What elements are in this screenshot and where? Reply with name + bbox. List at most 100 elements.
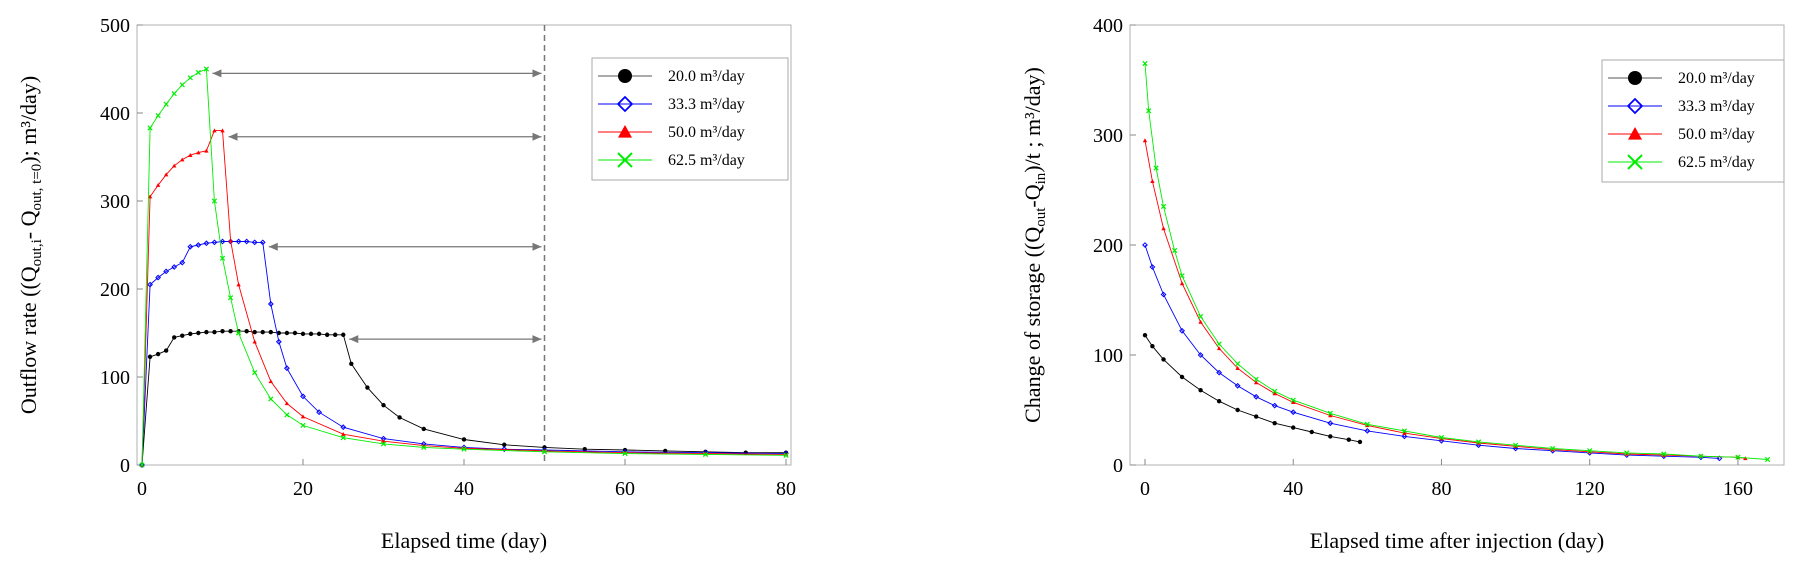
data-point [147, 281, 153, 288]
data-point [1328, 413, 1333, 418]
legend-marker [1627, 154, 1643, 170]
data-point [163, 268, 170, 275]
legend-marker [1626, 97, 1644, 115]
data-point [1216, 346, 1222, 351]
x-tick-label: 20 [293, 478, 313, 500]
data-point [365, 385, 370, 390]
y-tick-label: 400 [1093, 15, 1123, 37]
data-point [171, 264, 178, 270]
data-point [188, 331, 193, 337]
data-point [275, 338, 282, 345]
data-point [284, 412, 290, 418]
data-point [324, 332, 330, 337]
data-point [204, 148, 209, 153]
x-tick-label: 60 [615, 478, 635, 500]
series-x [139, 66, 789, 468]
data-point [300, 422, 306, 429]
data-point [1172, 247, 1178, 254]
data-point [163, 172, 169, 177]
data-point [155, 351, 161, 357]
data-point [212, 329, 217, 335]
data-point [196, 150, 201, 155]
data-point [783, 452, 789, 458]
data-point [1198, 388, 1203, 393]
legend-marker [1628, 127, 1642, 140]
y-tick-label: 100 [100, 367, 130, 389]
data-point [341, 432, 346, 436]
data-point [1216, 399, 1222, 404]
data-point [1735, 454, 1741, 460]
data-point [1764, 456, 1771, 463]
data-point [1550, 445, 1556, 452]
data-point [1290, 409, 1297, 416]
x-tick-label: 0 [1140, 478, 1150, 500]
data-point [1624, 450, 1630, 456]
injection-arrows [212, 69, 542, 344]
right-x-axis-label: Elapsed time after injection (day) [1310, 528, 1604, 553]
data-point [187, 75, 193, 81]
x-tick-label: 160 [1723, 478, 1753, 500]
legend-label: 50.0 m³/day [1678, 126, 1755, 143]
data-point [1291, 425, 1296, 430]
data-point [1253, 380, 1259, 385]
series-diamond [1142, 242, 1723, 462]
data-point [1161, 357, 1166, 362]
y-tick-label: 300 [1093, 125, 1123, 147]
left-series-group [139, 66, 789, 468]
data-point [244, 329, 249, 334]
y-tick-label: 200 [100, 279, 130, 301]
y-tick-label: 0 [120, 455, 130, 477]
data-point [1150, 344, 1155, 349]
data-point [1327, 410, 1333, 416]
data-point [235, 330, 242, 336]
data-point [211, 198, 218, 204]
left-axes: 0 20 40 60 80 0 100 200 300 400 500 [100, 15, 796, 500]
legend-marker [618, 125, 632, 138]
data-point [195, 69, 201, 76]
data-point [1364, 421, 1370, 427]
data-point [219, 255, 226, 261]
data-point [421, 426, 426, 432]
data-point [1272, 388, 1278, 394]
data-point [172, 163, 177, 168]
data-point [1235, 366, 1240, 370]
y-tick-label: 0 [1113, 455, 1123, 477]
series-triangle [1142, 138, 1748, 461]
data-point [163, 348, 169, 353]
data-point [188, 153, 193, 157]
data-point [268, 379, 273, 384]
data-point [1142, 242, 1148, 248]
data-point [1160, 203, 1167, 210]
series-x [1142, 60, 1771, 463]
data-point [1357, 439, 1363, 445]
legend-marker [1628, 71, 1642, 85]
data-point [1216, 341, 1222, 347]
data-point [1402, 430, 1407, 435]
x-tick-label: 80 [1431, 478, 1451, 500]
data-point [252, 329, 257, 335]
arrow-head-left [228, 132, 238, 141]
arrow-head-left [212, 69, 222, 78]
data-point [308, 331, 314, 337]
data-point [622, 450, 628, 457]
data-point [179, 259, 186, 266]
data-point [139, 462, 145, 468]
data-point [268, 329, 273, 335]
legend-marker [616, 95, 634, 113]
legend-label: 20.0 m³/day [1678, 70, 1755, 87]
data-point [235, 238, 242, 245]
data-point [1271, 402, 1278, 409]
data-point [236, 282, 241, 287]
data-point [316, 331, 322, 337]
legend-label: 62.5 m³/day [1678, 154, 1755, 171]
data-point [1146, 108, 1152, 114]
data-point [203, 240, 210, 247]
data-point [1234, 382, 1241, 389]
data-point [300, 331, 306, 337]
data-point [1179, 374, 1185, 380]
data-point [1290, 397, 1296, 403]
data-point [1197, 313, 1204, 320]
data-point [1512, 442, 1519, 448]
data-point [300, 393, 306, 400]
